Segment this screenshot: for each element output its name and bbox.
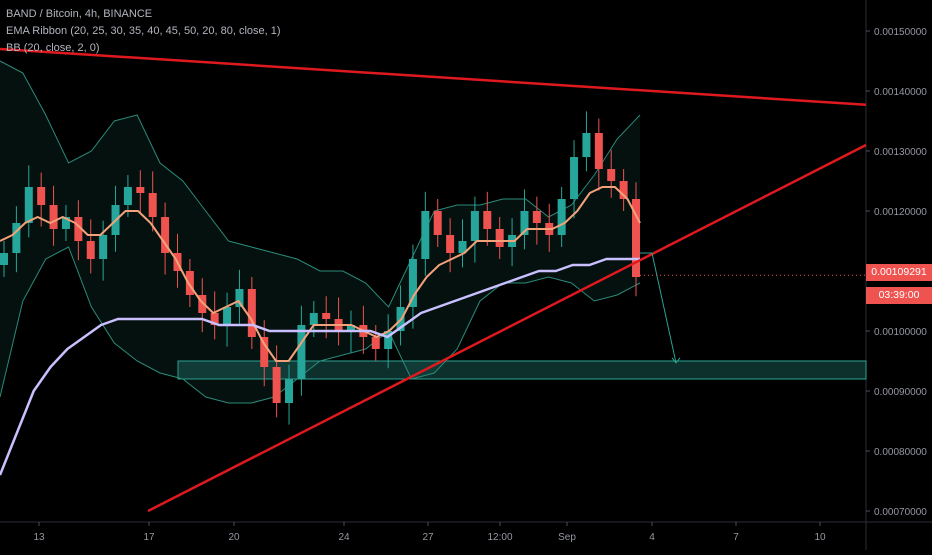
upper-trendline	[0, 47, 867, 107]
bollinger-bands-legend[interactable]: BB (20, close, 2, 0)	[6, 42, 100, 54]
candle-body	[421, 211, 430, 259]
candle-body	[570, 157, 579, 199]
candle-body	[161, 217, 170, 253]
time-tick-label: 4	[649, 532, 655, 543]
price-tick-label: 0.00150000	[874, 27, 927, 38]
candle-body	[235, 289, 244, 307]
candle-body	[148, 193, 157, 217]
time-tick-label: 24	[338, 532, 350, 543]
candle-body	[483, 211, 492, 229]
bollinger-band-fill	[0, 61, 640, 403]
candle-body	[594, 133, 603, 169]
candle-body	[99, 235, 108, 259]
candle-body	[49, 205, 58, 229]
candle-body	[433, 211, 442, 235]
candle-body	[297, 325, 306, 379]
time-tick-label: 27	[422, 532, 434, 543]
price-tick-label: 0.00070000	[874, 507, 927, 518]
projection-arrow-head	[671, 357, 681, 364]
candle-body	[198, 295, 207, 313]
time-tick-label: 7	[733, 532, 739, 543]
ema-slow-line	[0, 257, 640, 476]
candle-body	[446, 235, 455, 253]
candle-body	[74, 217, 83, 241]
candle-body	[61, 217, 70, 229]
lower-trendline	[147, 143, 867, 513]
candle-body	[260, 337, 269, 367]
candle-body	[86, 241, 95, 259]
candle-body	[557, 199, 566, 235]
candle-body	[408, 259, 417, 307]
ema-ribbon-legend[interactable]: EMA Ribbon (20, 25, 30, 35, 40, 45, 50, …	[6, 25, 281, 37]
candle-body	[247, 289, 256, 337]
candle-body	[322, 313, 331, 319]
candle-body	[272, 367, 281, 403]
candle-body	[0, 253, 8, 265]
time-tick-label: 20	[228, 532, 240, 543]
bollinger-lower-band	[0, 246, 641, 404]
price-tick-label: 0.00130000	[874, 147, 927, 158]
ema-fast-line	[0, 186, 641, 362]
chart-legend: BAND / Bitcoin, 4h, BINANCE EMA Ribbon (…	[6, 6, 281, 57]
candle-body	[458, 241, 467, 253]
candle-body	[632, 199, 640, 277]
candle-body	[470, 211, 479, 241]
candle-body	[520, 211, 529, 235]
candle-body	[346, 325, 355, 331]
candle-body	[37, 187, 46, 205]
candle-body	[185, 271, 194, 295]
projection-arrow	[640, 252, 677, 363]
candle-body	[532, 211, 541, 223]
price-tick-label: 0.00140000	[874, 87, 927, 98]
candle-body	[285, 379, 294, 403]
time-tick-label: 17	[143, 532, 155, 543]
bollinger-upper-band	[0, 60, 641, 308]
candle-body	[123, 187, 132, 205]
candle-body	[136, 187, 145, 193]
support-zone	[177, 360, 867, 380]
time-tick-label: 13	[33, 532, 45, 543]
symbol-title: BAND / Bitcoin, 4h, BINANCE	[6, 8, 153, 20]
candle-body	[607, 169, 616, 181]
price-tick-label: 0.00080000	[874, 447, 927, 458]
candle-body	[495, 229, 504, 247]
candle-body	[309, 313, 318, 325]
time-tick-label: Sep	[558, 532, 576, 543]
price-tick-label: 0.00090000	[874, 387, 927, 398]
time-tick-label: 10	[814, 532, 826, 543]
candle-body	[24, 187, 33, 223]
candle-countdown-label: 03:39:00	[866, 287, 932, 304]
candle-body	[223, 307, 232, 325]
price-tick-label: 0.00120000	[874, 207, 927, 218]
candle-body	[12, 223, 21, 253]
price-tick-label: 0.00100000	[874, 327, 927, 338]
candle-body	[582, 133, 591, 157]
candle-body	[371, 337, 380, 349]
candle-body	[619, 181, 628, 199]
candle-body	[384, 331, 393, 349]
time-tick-label: 12:00	[487, 532, 512, 543]
candle-body	[210, 313, 219, 325]
last-price-label: 0.00109291	[866, 264, 932, 281]
